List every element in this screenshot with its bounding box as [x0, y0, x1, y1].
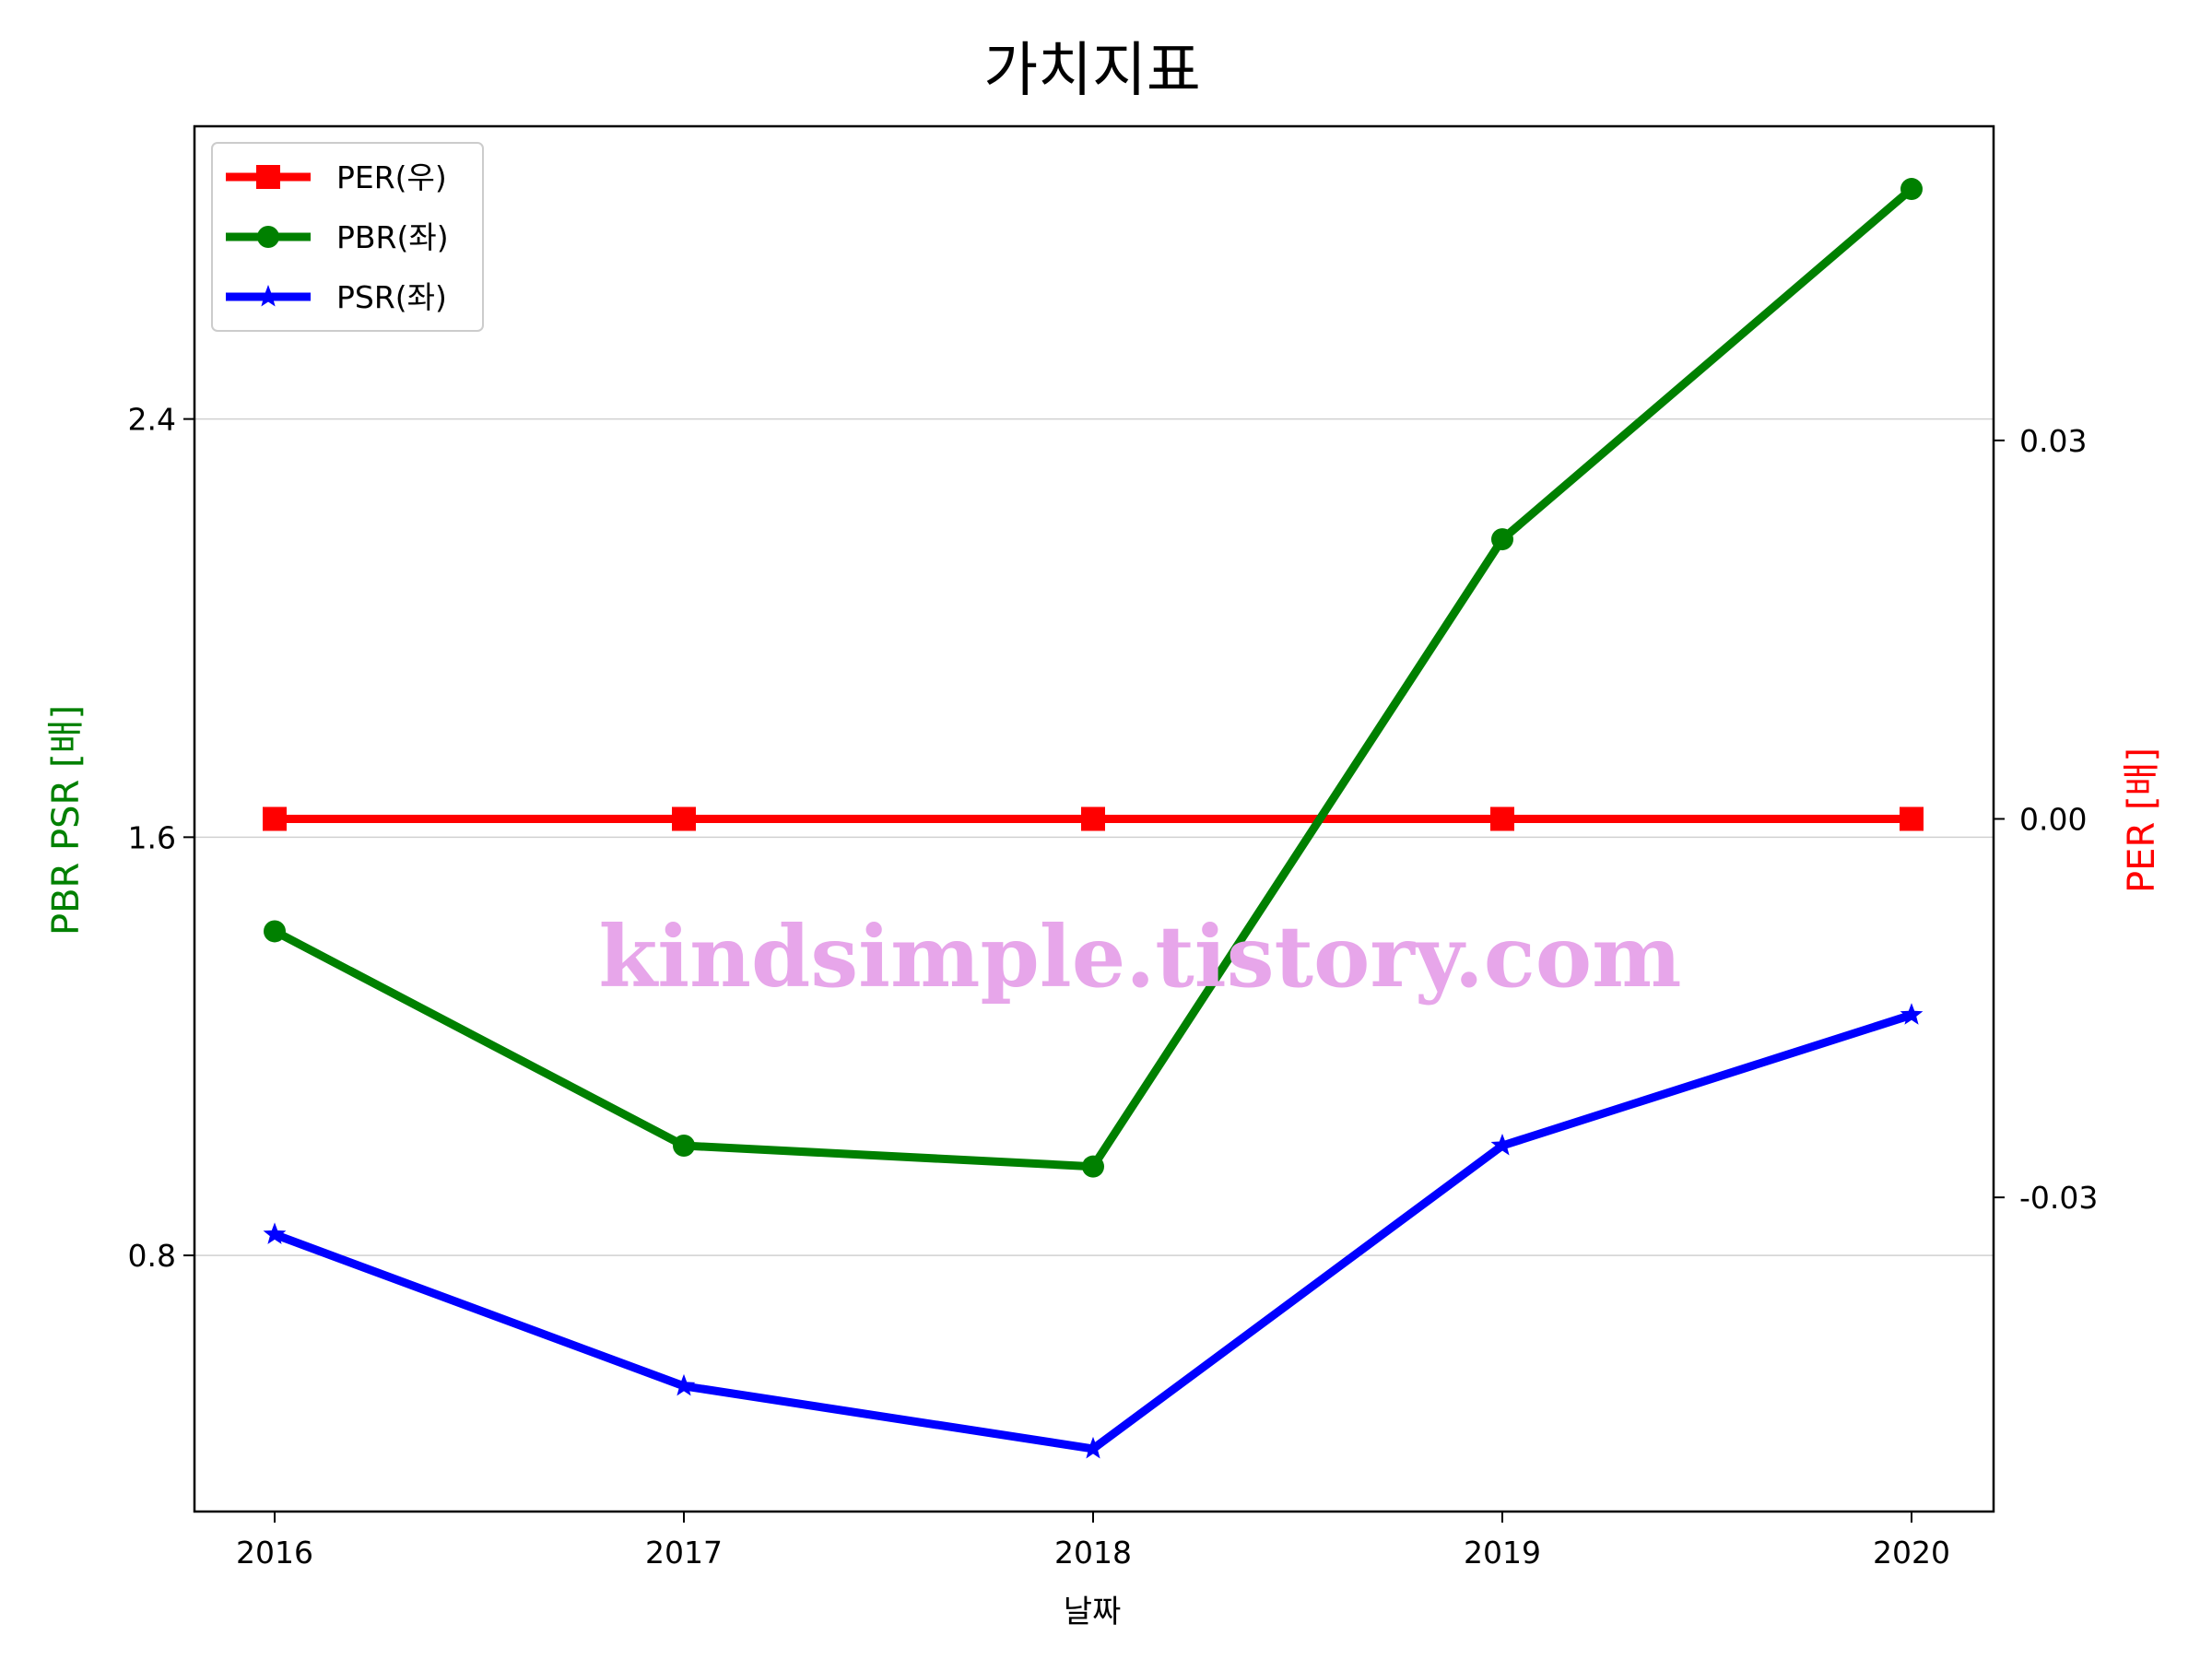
grid-lines: [194, 418, 1994, 1256]
legend-swatch-marker-pbr: [257, 226, 279, 248]
legend-box: [211, 142, 484, 332]
pbr-data-point: [1491, 528, 1513, 551]
psr-data-point: [1081, 1436, 1105, 1459]
y-right-tick-label: 0.00: [2019, 802, 2087, 838]
x-tick-label: 2017: [645, 1535, 723, 1571]
per-data-point: [1490, 806, 1514, 831]
pbr-data-point: [673, 1134, 695, 1157]
legend-swatch-marker-per: [256, 165, 280, 189]
axes: 0.8 1.6 2.4 -0.03 0.00 0.03 2016 2017 2018 2019 20…: [128, 124, 2098, 1571]
per-data-point: [263, 806, 287, 831]
per-data-point: [1081, 806, 1105, 831]
y-right-tick-label: 0.03: [2019, 423, 2087, 459]
pbr-data-point: [1900, 178, 1923, 201]
legend-swatch-marker-psr: [256, 285, 280, 307]
per-data-point: [672, 806, 696, 831]
legend-label-per: PER(우): [336, 159, 447, 195]
x-tick-label: 2018: [1054, 1535, 1132, 1571]
y-right-tick-label: -0.03: [2019, 1180, 2098, 1216]
psr-data-point: [1900, 1003, 1924, 1025]
legend: PER(우) PBR(좌) PSR(좌): [211, 142, 484, 332]
per-data-point: [1900, 806, 1924, 831]
x-tick-label: 2020: [1873, 1535, 1950, 1571]
y-axis-left-label: PBR PSR [배]: [45, 705, 88, 935]
psr-data-point: [672, 1373, 696, 1396]
chart-title: 가치지표: [983, 37, 1201, 105]
x-tick-label: 2016: [236, 1535, 313, 1571]
psr-data-point: [1490, 1134, 1514, 1156]
y-left-tick-label: 1.6: [128, 819, 176, 855]
pbr-data-point: [264, 920, 286, 943]
y-axis-right-label: PER [배]: [2121, 747, 2163, 893]
legend-label-psr: PSR(좌): [336, 279, 447, 315]
x-axis-label: 날짜: [1064, 1594, 1122, 1630]
pbr-data-point: [1082, 1155, 1104, 1178]
series-lines: [263, 178, 1924, 1459]
legend-label-pbr: PBR(좌): [336, 219, 449, 255]
x-tick-label: 2019: [1464, 1535, 1541, 1571]
y-left-tick-label: 2.4: [128, 402, 176, 438]
y-left-tick-label: 0.8: [128, 1238, 176, 1274]
watermark-text: kindsimple.tistory.com: [598, 907, 1681, 1006]
plot-frame: [193, 124, 1995, 1513]
psr-data-point: [263, 1222, 287, 1244]
